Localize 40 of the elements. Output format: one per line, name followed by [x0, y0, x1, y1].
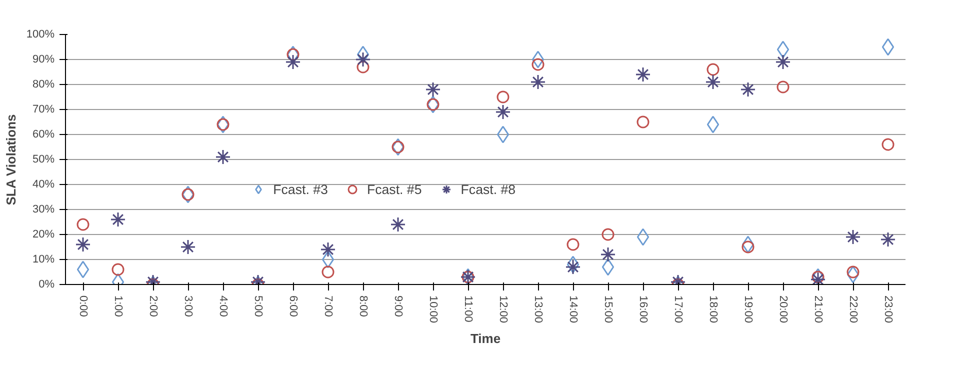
- x-tick-label: 9:00: [392, 296, 404, 317]
- y-tick-label: 60%: [32, 128, 55, 140]
- y-tick-label: 10%: [32, 254, 55, 266]
- x-tick-label: 2:00: [147, 296, 159, 317]
- y-tick-label: 30%: [32, 204, 55, 216]
- legend-label: Fcast. #5: [366, 182, 422, 196]
- x-axis-title: Time: [470, 331, 501, 346]
- x-tick-label: 13:00: [532, 296, 544, 324]
- x-tick-label: 10:00: [427, 296, 439, 324]
- y-tick-label: 40%: [32, 178, 55, 190]
- x-tick-label: 7:00: [322, 296, 334, 317]
- x-tick-label: 19:00: [742, 296, 754, 324]
- x-tick-label: 17:00: [672, 296, 684, 324]
- x-tick-label: 22:00: [847, 296, 859, 324]
- x-tick-label: 16:00: [637, 296, 649, 324]
- x-tick-label: 5:00: [252, 296, 264, 317]
- x-tick-label: 0:00: [77, 296, 89, 317]
- x-tick-label: 15:00: [602, 296, 614, 324]
- x-tick-label: 6:00: [287, 296, 299, 317]
- y-axis-title: SLA Violations: [3, 114, 18, 206]
- x-tick-label: 23:00: [882, 296, 894, 324]
- y-tick-label: 80%: [32, 78, 55, 90]
- x-tick-label: 14:00: [567, 296, 579, 324]
- y-tick-label: 20%: [32, 228, 55, 240]
- y-tick-label: 50%: [32, 154, 55, 166]
- legend-label: Fcast. #3: [273, 182, 328, 196]
- x-tick-label: 4:00: [217, 296, 229, 317]
- y-tick-label: 90%: [32, 54, 55, 66]
- x-tick-label: 20:00: [777, 296, 789, 324]
- x-tick-label: 8:00: [357, 296, 369, 317]
- x-tick-label: 1:00: [112, 296, 124, 317]
- y-tick-label: 100%: [26, 28, 55, 40]
- x-tick-label: 3:00: [182, 296, 194, 317]
- x-tick-label: 18:00: [707, 296, 719, 324]
- x-tick-label: 21:00: [812, 296, 824, 324]
- legend-label: Fcast. #8: [460, 182, 516, 196]
- x-tick-label: 11:00: [462, 296, 474, 322]
- x-tick-label: 12:00: [497, 296, 509, 324]
- y-tick-label: 0%: [38, 278, 55, 290]
- y-tick-label: 70%: [32, 104, 55, 116]
